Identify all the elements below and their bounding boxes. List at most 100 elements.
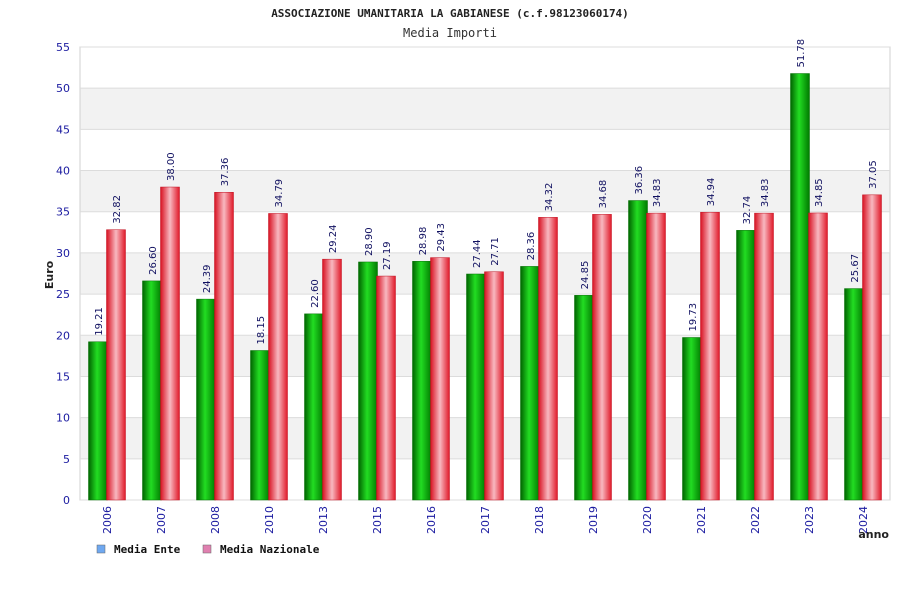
data-label: 36.36	[634, 166, 645, 195]
bar-nazionale-2019	[592, 214, 612, 501]
x-tick-label: 2019	[587, 506, 600, 534]
y-tick-label: 50	[56, 82, 70, 95]
bars	[88, 73, 882, 501]
data-label: 24.85	[580, 261, 591, 290]
bar-nazionale-2007	[160, 186, 180, 501]
x-tick-label: 2007	[155, 506, 168, 534]
data-labels: 19.21 32.82 26.60 38.00 24.39 37.36 18.15 34.79…	[94, 39, 879, 345]
data-label: 22.60	[310, 279, 321, 308]
bar-ente-2020	[628, 200, 648, 501]
x-tick-label: 2006	[101, 506, 114, 534]
data-label: 24.39	[202, 264, 213, 293]
data-label: 37.05	[868, 160, 879, 189]
x-tick-label: 2023	[803, 506, 816, 534]
data-label: 34.85	[814, 178, 825, 207]
x-axis-ticks: 2006 2007 2008 2010 2013 2015 2016 2017 2018 2019…	[101, 506, 870, 534]
x-tick-label: 2015	[371, 506, 384, 534]
data-label: 34.83	[652, 178, 663, 207]
legend: Media Ente Media Nazionale	[96, 543, 320, 556]
data-label: 29.24	[328, 225, 339, 254]
bar-ente-2016	[412, 261, 432, 501]
bar-nazionale-2021	[700, 211, 720, 501]
bar-nazionale-2010	[268, 213, 288, 501]
bar-ente-2006	[88, 341, 108, 501]
data-label: 32.74	[742, 196, 753, 225]
y-tick-label: 45	[56, 123, 70, 136]
bar-ente-2008	[196, 298, 216, 501]
y-tick-label: 5	[63, 453, 70, 466]
data-label: 18.15	[256, 316, 267, 345]
bar-ente-2021	[682, 337, 702, 501]
x-axis-label: anno	[858, 528, 889, 541]
x-tick-label: 2018	[533, 506, 546, 534]
plot-band	[80, 88, 890, 130]
data-label: 51.78	[796, 39, 807, 68]
y-tick-label: 30	[56, 247, 70, 260]
bar-nazionale-2020	[646, 212, 666, 501]
data-label: 32.82	[112, 195, 123, 224]
bar-ente-2007	[142, 280, 162, 501]
legend-entry: Media Ente	[114, 543, 181, 556]
data-label: 19.21	[94, 307, 105, 336]
chart-title: ASSOCIAZIONE UMANITARIA LA GABIANESE (c.…	[271, 7, 629, 20]
bar-ente-2018	[520, 266, 540, 501]
data-label: 29.43	[436, 223, 447, 252]
x-tick-label: 2008	[209, 506, 222, 534]
data-label: 38.00	[166, 152, 177, 181]
bar-nazionale-2023	[808, 212, 828, 501]
data-label: 34.32	[544, 183, 555, 212]
y-tick-label: 25	[56, 288, 70, 301]
y-tick-label: 55	[56, 41, 70, 54]
bar-nazionale-2024	[862, 194, 882, 501]
bar-nazionale-2016	[430, 257, 450, 501]
bar-nazionale-2018	[538, 217, 558, 501]
data-label: 26.60	[148, 246, 159, 275]
bar-ente-2022	[736, 230, 756, 501]
data-label: 28.90	[364, 227, 375, 256]
data-label: 27.44	[472, 239, 483, 268]
x-tick-label: 2013	[317, 506, 330, 534]
x-tick-label: 2016	[425, 506, 438, 534]
data-label: 34.94	[706, 178, 717, 207]
data-label: 28.98	[418, 227, 429, 256]
data-label: 27.19	[382, 241, 393, 270]
data-label: 37.36	[220, 158, 231, 187]
y-tick-label: 0	[63, 494, 70, 507]
bar-ente-2019	[574, 295, 594, 501]
bar-nazionale-2006	[106, 229, 126, 501]
data-label: 27.71	[490, 237, 501, 266]
legend-swatch	[96, 544, 106, 554]
bar-nazionale-2015	[376, 275, 396, 501]
x-tick-label: 2021	[695, 506, 708, 534]
y-tick-label: 15	[56, 370, 70, 383]
bar-ente-2013	[304, 313, 324, 501]
data-label: 28.36	[526, 232, 537, 261]
bar-ente-2015	[358, 261, 378, 501]
x-tick-label: 2024	[857, 506, 870, 534]
chart-subtitle: Media Importi	[403, 26, 497, 40]
x-tick-label: 2022	[749, 506, 762, 534]
legend-entry: Media Nazionale	[220, 543, 320, 556]
bar-nazionale-2013	[322, 258, 342, 501]
y-axis-label: Euro	[43, 260, 56, 289]
y-tick-label: 35	[56, 206, 70, 219]
data-label: 34.68	[598, 180, 609, 209]
y-axis-ticks: 0 5 10 15 20 25 30 35 40 45 50 55	[56, 41, 70, 507]
x-tick-label: 2020	[641, 506, 654, 534]
y-tick-label: 40	[56, 165, 70, 178]
x-tick-label: 2017	[479, 506, 492, 534]
bar-ente-2024	[844, 288, 864, 501]
bar-nazionale-2017	[484, 271, 504, 501]
y-tick-label: 20	[56, 329, 70, 342]
bar-ente-2010	[250, 350, 270, 501]
bar-ente-2017	[466, 273, 486, 501]
bar-ente-2023	[790, 73, 810, 501]
x-tick-label: 2010	[263, 506, 276, 534]
legend-swatch	[202, 544, 212, 554]
bar-nazionale-2008	[214, 192, 234, 501]
data-label: 25.67	[850, 254, 861, 283]
data-label: 19.73	[688, 303, 699, 332]
data-label: 34.83	[760, 178, 771, 207]
y-tick-label: 10	[56, 412, 70, 425]
